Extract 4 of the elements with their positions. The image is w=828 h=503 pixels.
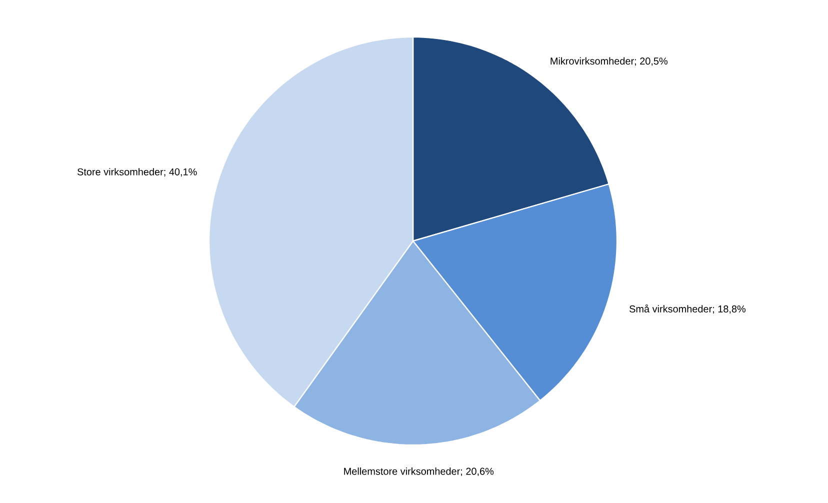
slice-label: Mellemstore virksomheder; 20,6% — [344, 468, 494, 476]
slice-label: Små virksomheder; 18,8% — [630, 304, 746, 314]
slice-label: Store virksomheder; 40,1% — [77, 168, 197, 177]
slice-label: Mikrovirksomheder; 20,5% — [550, 57, 668, 66]
